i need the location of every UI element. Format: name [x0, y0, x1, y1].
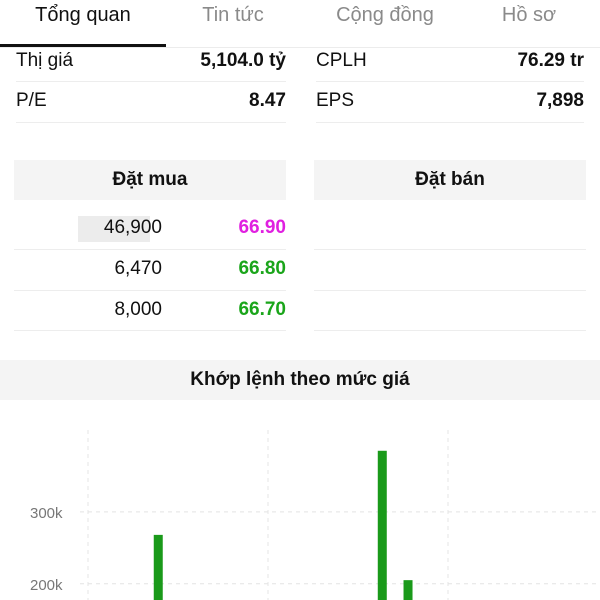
- stat-pe: P/E 8.47: [16, 88, 286, 128]
- bid-row[interactable]: 8,000 66.70: [14, 290, 286, 330]
- bid-row[interactable]: 46,900 66.90: [14, 208, 286, 248]
- stat-label: P/E: [16, 90, 47, 111]
- divider: [14, 249, 286, 250]
- stat-value: 8.47: [249, 90, 286, 111]
- sell-orders-header: Đặt bán: [314, 160, 586, 200]
- divider: [16, 122, 286, 123]
- bid-volume: 46,900: [103, 217, 162, 238]
- volume-bar[interactable]: [153, 534, 163, 600]
- matching-volume-chart: 200k 300k: [30, 430, 600, 600]
- stat-label: CPLH: [316, 50, 367, 71]
- divider: [14, 290, 286, 291]
- divider: [314, 330, 586, 331]
- buy-orders-header: Đặt mua: [14, 160, 286, 200]
- divider: [316, 81, 584, 82]
- divider: [314, 249, 586, 250]
- stat-eps: EPS 7,898: [316, 88, 584, 128]
- stat-shares: CPLH 76.29 tr: [316, 48, 584, 88]
- divider: [14, 330, 286, 331]
- divider: [316, 122, 584, 123]
- y-tick-label: 200k: [30, 577, 63, 594]
- volume-bar[interactable]: [377, 450, 387, 600]
- bid-row[interactable]: 6,470 66.80: [14, 249, 286, 289]
- stat-value: 7,898: [536, 90, 584, 111]
- matching-header: Khớp lệnh theo mức giá: [0, 360, 600, 400]
- bid-volume: 8,000: [114, 299, 162, 320]
- tab-community[interactable]: Cộng đồng: [336, 4, 434, 26]
- divider: [16, 81, 286, 82]
- divider: [314, 290, 586, 291]
- volume-bar[interactable]: [403, 580, 413, 600]
- active-tab-indicator: [0, 44, 166, 47]
- stat-value: 5,104.0 tỷ: [200, 50, 286, 71]
- bid-price: 66.70: [238, 299, 286, 320]
- stat-market-cap: Thị giá 5,104.0 tỷ: [16, 48, 286, 88]
- bid-volume: 6,470: [114, 258, 162, 279]
- tab-profile[interactable]: Hồ sơ: [501, 4, 557, 26]
- tab-news[interactable]: Tin tức: [202, 4, 264, 26]
- tab-divider: [0, 47, 600, 48]
- stat-value: 76.29 tr: [517, 50, 584, 71]
- bid-price: 66.80: [238, 258, 286, 279]
- volume-highlight: [78, 216, 150, 242]
- tab-overview[interactable]: Tổng quan: [35, 4, 131, 26]
- stat-label: EPS: [316, 90, 355, 111]
- bid-price: 66.90: [238, 217, 286, 238]
- y-tick-label: 300k: [30, 505, 63, 522]
- stat-label: Thị giá: [16, 50, 74, 71]
- tab-bar: Tổng quan Tin tức Cộng đồng Hồ sơ: [0, 0, 600, 48]
